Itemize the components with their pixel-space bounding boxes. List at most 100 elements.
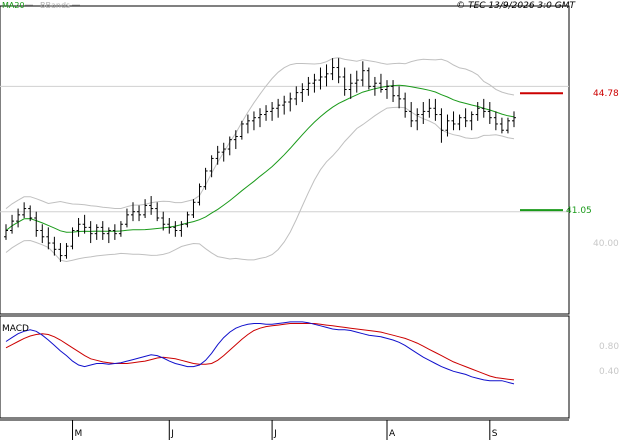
- bband-upper: [5, 57, 515, 209]
- ohlc-bar: [487, 102, 492, 124]
- price-panel: [0, 5, 570, 315]
- ohlc-bar: [318, 67, 323, 90]
- ohlc-bar: [227, 136, 232, 156]
- ohlc-bar: [372, 76, 377, 96]
- ohlc-bar: [46, 227, 51, 250]
- ohlc-bar: [439, 108, 444, 143]
- ohlc-bar: [143, 199, 148, 218]
- ohlc-bar: [385, 80, 389, 99]
- ohlc-bar: [239, 120, 244, 140]
- ohlc-bar: [10, 214, 15, 234]
- ohlc-bar: [118, 221, 123, 237]
- ohlc-bar: [306, 76, 311, 96]
- ohlc-bar: [451, 111, 456, 131]
- ohlc-bar: [336, 58, 341, 84]
- ohlc-bar: [251, 111, 256, 131]
- ohlc-bar: [264, 105, 269, 121]
- ohlc-bar: [203, 167, 208, 190]
- ohlc-bar: [82, 214, 87, 234]
- ohlc-bar: [155, 202, 160, 222]
- ohlc-bar: [161, 211, 166, 231]
- macd-panel: [0, 315, 570, 419]
- ohlc-bar: [457, 114, 462, 131]
- macd-series: [5, 321, 515, 385]
- ohlc-bar: [360, 61, 365, 87]
- macd-signal-series: [5, 323, 515, 381]
- ohlc-bar: [366, 67, 371, 90]
- ohlc-bar: [294, 86, 299, 106]
- ohlc-bar: [421, 102, 426, 124]
- ohlc-bar: [342, 67, 347, 96]
- ohlc-bar: [149, 196, 154, 215]
- bollinger-bands: [5, 57, 515, 263]
- ohlc-bar: [137, 205, 142, 222]
- ohlc-bar: [221, 142, 226, 162]
- ohlc-bar: [270, 102, 275, 121]
- ohlc-bar: [185, 211, 190, 228]
- ohlc-bar: [312, 73, 317, 93]
- ohlc-bar: [173, 221, 178, 237]
- ohlc-bar: [427, 98, 432, 118]
- ohlc-bar: [4, 224, 8, 240]
- ohlc-bar: [348, 73, 353, 99]
- ohlc-bar: [300, 83, 305, 103]
- ohlc-bar: [34, 211, 39, 237]
- ohlc-bar: [288, 92, 293, 112]
- ohlc-bar: [397, 86, 402, 109]
- ohlc-bar: [131, 202, 135, 222]
- ohlc-bar: [191, 199, 196, 218]
- ohlc-bar: [70, 227, 75, 250]
- x-tick-label: J: [170, 429, 174, 439]
- ohlc-bar: [22, 202, 27, 218]
- ohlc-bar: [112, 224, 117, 240]
- ohlc-bar: [52, 236, 57, 256]
- ohlc-bar: [88, 221, 93, 244]
- ohlc-bar: [258, 108, 262, 128]
- price-axis-label: 40.00: [593, 239, 619, 249]
- ohlc-bar: [433, 98, 438, 121]
- ohlc-bar: [124, 208, 129, 228]
- support-label: 41.05: [566, 206, 592, 216]
- ohlc-bar: [445, 114, 450, 137]
- macd-tick-label: 0.40: [599, 367, 619, 377]
- ohlc-bar: [330, 58, 335, 81]
- ohlc-bar: [499, 117, 504, 134]
- ohlc-bar: [100, 221, 105, 240]
- ohlc-bar: [391, 80, 396, 103]
- bband-lower: [5, 106, 515, 263]
- macd-title: MACD: [2, 324, 29, 334]
- price-gridlines: [0, 85, 569, 213]
- price-bars: [4, 58, 516, 262]
- ohlc-bar: [493, 111, 498, 131]
- ohlc-bar: [512, 111, 516, 128]
- ohlc-bar: [276, 98, 281, 118]
- ohlc-bar: [282, 95, 287, 115]
- x-tick-label: S: [492, 429, 498, 439]
- ohlc-bar: [415, 108, 420, 131]
- macd-tick-label: 0.80: [599, 342, 619, 352]
- ohlc-bar: [40, 224, 45, 244]
- resistance-label: 44.78: [593, 89, 619, 99]
- ohlc-bar: [58, 243, 63, 262]
- ohlc-bar: [505, 117, 510, 134]
- ohlc-bar: [106, 227, 111, 244]
- legend-ma20: MA20: [2, 1, 25, 10]
- ohlc-bar: [233, 130, 238, 150]
- ohlc-bar: [167, 217, 172, 234]
- ohlc-bar: [245, 114, 250, 134]
- ohlc-bar: [469, 111, 474, 131]
- ohlc-bar: [179, 221, 184, 237]
- ohlc-bar: [481, 98, 486, 118]
- ohlc-bar: [354, 70, 359, 93]
- ohlc-bar: [378, 73, 383, 93]
- ohlc-bar: [197, 183, 202, 206]
- macd-lines: [5, 321, 515, 385]
- ohlc-bar: [475, 102, 480, 121]
- ohlc-bar: [28, 205, 33, 222]
- ohlc-bar: [94, 224, 99, 240]
- ohlc-bar: [64, 243, 69, 259]
- x-tick-label: M: [75, 429, 83, 439]
- ohlc-bar: [403, 92, 408, 118]
